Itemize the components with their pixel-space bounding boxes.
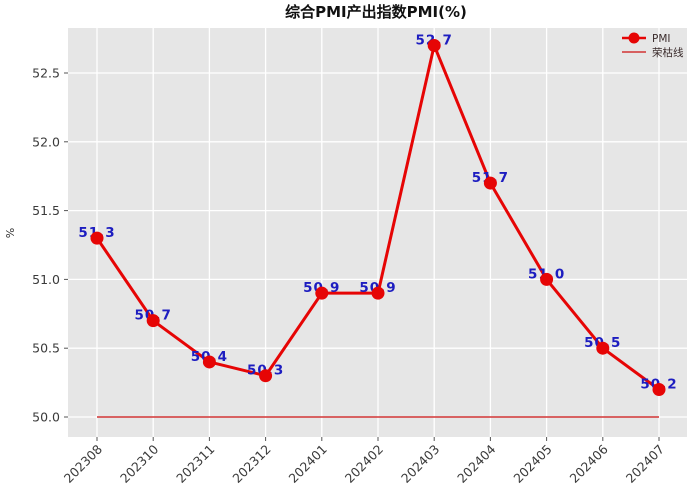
y-tick-label: 51.5 — [32, 203, 60, 218]
data-point-marker — [146, 314, 160, 328]
data-point-marker — [315, 286, 329, 300]
x-tick-label: 202402 — [342, 442, 386, 486]
x-tick-label: 202312 — [229, 442, 273, 486]
chart-title: 综合PMI产出指数PMI(%) — [285, 3, 467, 21]
x-tick-label: 202401 — [286, 442, 330, 486]
x-tick-label: 202311 — [173, 442, 217, 486]
y-tick-label: 51.0 — [32, 272, 60, 287]
y-tick-label: 50.5 — [32, 341, 60, 356]
legend-reference-label: 荣枯线 — [652, 46, 684, 59]
y-tick-label: 52.5 — [32, 66, 60, 81]
data-point-marker — [652, 382, 666, 396]
x-tick-label: 202405 — [510, 442, 554, 486]
legend-pmi-label: PMI — [652, 33, 671, 45]
data-point-marker — [483, 176, 497, 190]
data-point-marker — [90, 231, 104, 245]
legend-pmi-marker-icon — [628, 32, 640, 44]
data-point-marker — [427, 38, 441, 52]
y-tick-label: 50.0 — [32, 410, 60, 425]
plot-area: 50.0 50.5 51.0 51.5 52.0 52.5 202308 202310 2023… — [32, 28, 687, 486]
data-point-marker — [540, 272, 554, 286]
x-tick-label: 202308 — [61, 441, 105, 485]
x-tick-label: 202404 — [454, 441, 498, 485]
data-point-marker — [596, 341, 610, 355]
data-point-marker — [259, 369, 273, 383]
x-tick-label: 202403 — [398, 442, 442, 486]
data-point-marker — [371, 286, 385, 300]
y-tick-label: 52.0 — [32, 134, 60, 149]
data-point-marker — [202, 355, 216, 369]
x-tick-label: 202406 — [567, 441, 611, 485]
y-axis-label: % — [4, 228, 17, 238]
x-tick-label: 202310 — [117, 441, 161, 485]
x-tick-label: 202407 — [623, 442, 667, 486]
